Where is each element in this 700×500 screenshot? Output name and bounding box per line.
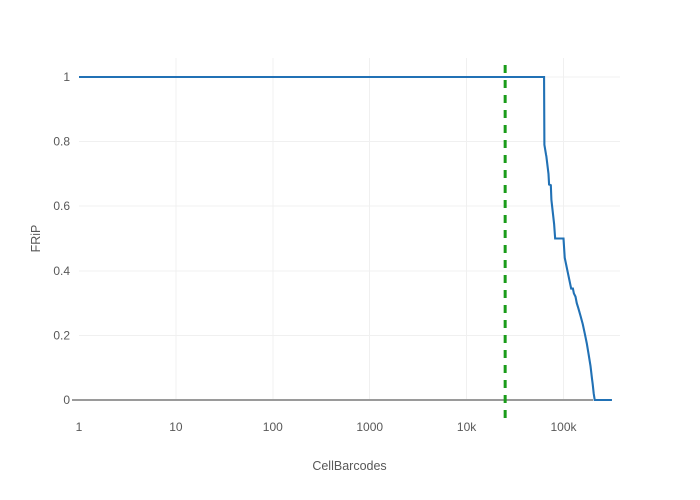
x-axis-ticks: 1 10 100 1000 10k 100k [76,420,578,434]
y-axis-ticks: 0 0.2 0.4 0.6 0.8 1 [53,70,70,407]
gridlines [79,58,620,400]
y-tick-label: 0.4 [53,264,70,278]
y-axis-title: FRiP [29,225,43,253]
frip-curve [79,75,612,402]
x-tick-label: 1 [76,420,83,434]
x-axis-title: CellBarcodes [312,459,386,473]
y-tick-label: 0.8 [53,135,70,149]
y-tick-label: 0.2 [53,328,70,342]
y-tick-label: 0 [63,393,70,407]
x-tick-label: 100 [263,420,283,434]
y-tick-label: 0.6 [53,199,70,213]
y-tick-label: 1 [63,70,70,84]
x-tick-label: 100k [550,420,577,434]
x-tick-label: 10k [457,420,477,434]
x-tick-label: 10 [169,420,183,434]
x-tick-label: 1000 [356,420,383,434]
